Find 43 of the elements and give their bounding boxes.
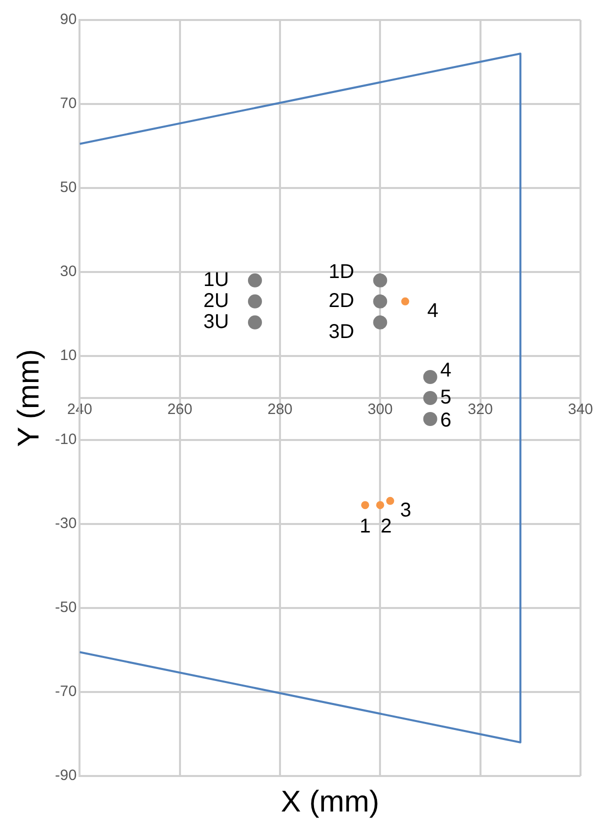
point xyxy=(423,412,438,426)
x-axis-title: X (mm) xyxy=(280,785,380,818)
x-tick-label: 280 xyxy=(267,401,293,418)
point xyxy=(361,501,370,510)
annotation: 4 xyxy=(427,300,438,322)
annotation: 3 xyxy=(400,499,412,522)
annotation: 2D xyxy=(328,290,354,312)
annotation: 3U xyxy=(203,310,229,333)
annotation: 2U xyxy=(203,290,229,312)
x-tick-label: 300 xyxy=(368,401,393,418)
point xyxy=(376,501,384,510)
y-tick-label: 50 xyxy=(60,179,77,196)
point xyxy=(373,315,388,330)
point xyxy=(248,294,262,308)
y-tick-label: 30 xyxy=(60,263,77,280)
annotation: 1D xyxy=(328,260,354,283)
annotation: 1U xyxy=(203,268,229,291)
y-tick-label: -10 xyxy=(54,431,77,448)
point xyxy=(373,273,388,288)
y-tick-label: -70 xyxy=(54,683,77,700)
point xyxy=(373,294,388,308)
point xyxy=(401,297,410,306)
annotation: 1 xyxy=(360,516,371,538)
y-axis-title: Y (mm) xyxy=(12,349,46,447)
annotation: 2 xyxy=(380,516,392,538)
annotation: 5 xyxy=(440,386,452,409)
x-tick-label: 320 xyxy=(468,401,493,418)
annotation: 6 xyxy=(440,410,452,432)
x-tick-label: 340 xyxy=(568,401,593,418)
y-tick-label: -30 xyxy=(54,515,77,532)
y-tick-label: -50 xyxy=(54,599,77,616)
point xyxy=(423,391,438,405)
point xyxy=(386,496,394,505)
y-tick-label: -90 xyxy=(54,767,77,784)
annotation: 3D xyxy=(328,320,354,343)
y-tick-label: 90 xyxy=(60,11,77,28)
x-tick-label: 260 xyxy=(167,401,192,418)
y-tick-label: 70 xyxy=(60,95,77,112)
point xyxy=(423,370,438,384)
annotation: 4 xyxy=(440,360,452,382)
point xyxy=(248,315,262,330)
y-tick-label: 10 xyxy=(60,347,77,364)
point xyxy=(248,273,262,288)
